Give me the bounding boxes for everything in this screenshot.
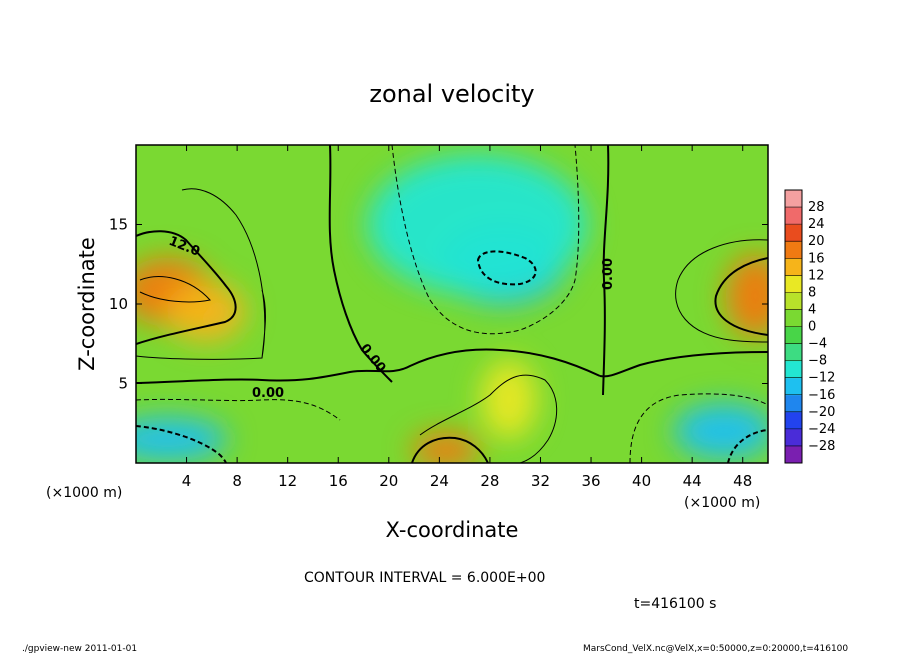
colorbar-segment (785, 207, 802, 225)
x-tick-label: 44 (683, 472, 702, 490)
colorbar-labels: 28 24 20 16 12 8 4 0 −4 −8 −12 −16 −20 −24 −28 (808, 200, 835, 454)
contour-minus6-lower-right (629, 393, 768, 463)
x-tick-label: 12 (278, 472, 297, 490)
y-axis-ticks: 5 10 15 (109, 216, 768, 393)
contour-label-zero-left: 0.00 (252, 386, 284, 401)
y-tick-label: 10 (109, 295, 128, 313)
contour-minus6-bottom-left (136, 398, 341, 421)
footer-left: ./gpview-new 2011-01-01 (22, 644, 137, 654)
x-unit-left: (×1000 m) (46, 485, 122, 501)
colorbar-segment (785, 258, 802, 276)
contour-18-left (139, 276, 211, 303)
x-tick-label: 4 (182, 472, 192, 490)
colorbar-segment (785, 190, 802, 208)
velocity-feature (165, 281, 246, 342)
colorbar-label: 24 (808, 217, 825, 232)
colorbar-segment (785, 394, 802, 413)
contour-label-zero-right: 0.00 (601, 258, 616, 290)
velocity-feature (480, 359, 537, 440)
velocity-feature (367, 154, 588, 295)
velocity-field (136, 145, 768, 463)
x-axis-title: X-coordinate (386, 518, 519, 542)
colorbar-segment (785, 275, 802, 293)
colorbar-label: −16 (808, 388, 835, 403)
colorbar-label: −12 (808, 371, 835, 386)
velocity-feature (725, 254, 768, 339)
footer-right: MarsCond_VelX.nc@VelX,x=0:50000,z=0:2000… (583, 644, 848, 654)
colorbar-segment (785, 343, 802, 362)
y-axis-title: Z-coordinate (75, 237, 99, 371)
x-axis-ticks: 4 8 12 16 20 24 28 32 36 40 44 48 (182, 145, 752, 490)
contour-12-right (714, 257, 768, 336)
colorbar-label: 28 (808, 200, 825, 215)
velocity-feature (673, 403, 768, 460)
contour-minus12-center (476, 250, 537, 286)
contour-6-center (419, 374, 558, 463)
colorbar-label: −4 (808, 337, 827, 352)
plot-area (136, 145, 768, 463)
chart-title: zonal velocity (369, 80, 534, 108)
x-tick-label: 48 (733, 472, 752, 490)
contour-minus6-center (391, 145, 580, 335)
x-tick-label: 28 (480, 472, 499, 490)
contour-6-left (136, 188, 266, 360)
colorbar (784, 189, 803, 464)
colorbar-segment (785, 445, 802, 464)
colorbar-segment (785, 377, 802, 396)
x-tick-label: 40 (632, 472, 651, 490)
contour-zero-right-vertical (602, 145, 610, 396)
x-tick-label: 16 (329, 472, 348, 490)
x-tick-label: 36 (581, 472, 600, 490)
colorbar-label: 12 (808, 268, 825, 283)
colorbar-segment (785, 428, 802, 447)
y-tick-label: 15 (109, 216, 128, 234)
colorbar-segment (785, 360, 802, 379)
x-tick-label: 24 (430, 472, 449, 490)
colorbar-label: 20 (808, 234, 825, 249)
x-unit-right: (×1000 m) (684, 495, 760, 511)
contour-lines (136, 145, 768, 463)
colorbar-label: −24 (808, 422, 835, 437)
x-tick-label: 8 (232, 472, 242, 490)
contour-zero-lower-right (599, 351, 768, 378)
contour-6-right (675, 239, 768, 343)
colorbar-segment (785, 411, 802, 430)
contour-minus12-lower-right (727, 429, 768, 463)
colorbar-label: −20 (808, 405, 835, 420)
colorbar-label: 0 (808, 320, 816, 335)
contour-12-left (136, 230, 237, 345)
colorbar-label: 16 (808, 251, 825, 266)
colorbar-label: −8 (808, 354, 827, 369)
colorbar-segment (785, 292, 802, 310)
colorbar-label: 8 (808, 285, 816, 300)
colorbar-segment (785, 241, 802, 259)
x-tick-label: 20 (379, 472, 398, 490)
contour-minus12-bottom-left (136, 425, 227, 463)
colorbar-segment (785, 224, 802, 242)
colorbar-label: −28 (808, 439, 835, 454)
contour-12-bottom (411, 436, 489, 463)
colorbar-segment (785, 326, 802, 345)
contour-zero-vertical (328, 145, 393, 383)
y-tick-label: 5 (118, 375, 128, 393)
colorbar-label: 4 (808, 302, 816, 317)
contour-interval: CONTOUR INTERVAL = 6.000E+00 (304, 570, 545, 586)
velocity-feature (136, 417, 228, 462)
colorbar-segment (785, 309, 802, 327)
contour-zero-left (136, 348, 601, 384)
x-tick-label: 32 (531, 472, 550, 490)
time-stamp: t=416100 s (634, 596, 716, 612)
